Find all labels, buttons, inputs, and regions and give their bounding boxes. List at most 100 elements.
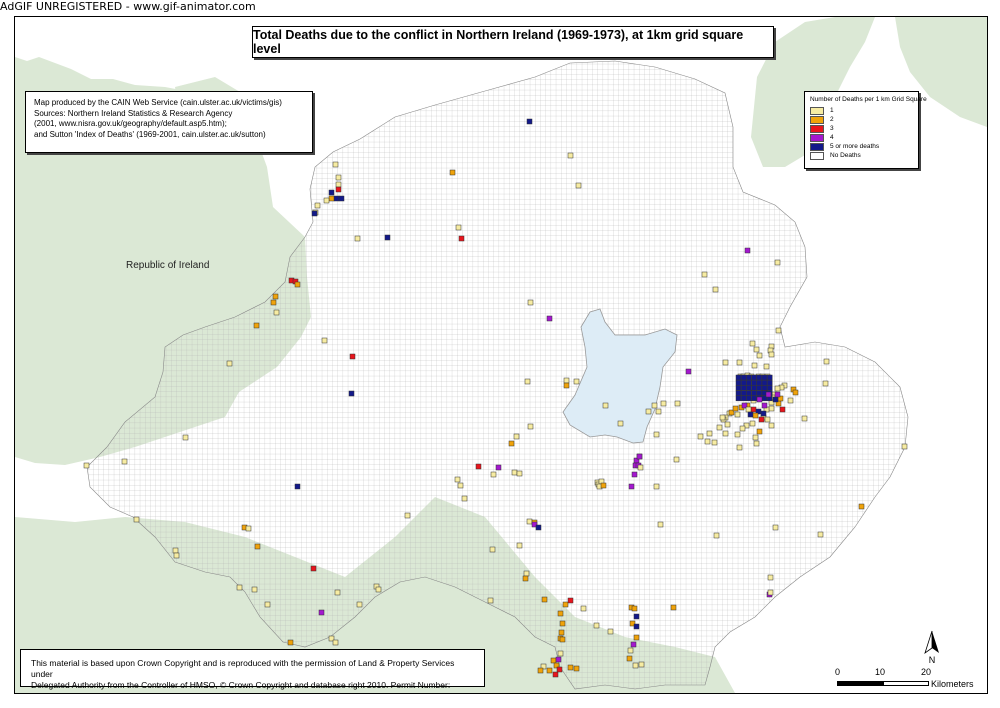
- death-cell: [573, 378, 580, 385]
- death-cell: [712, 286, 719, 293]
- death-cell: [765, 391, 772, 398]
- source-line: Map produced by the CAIN Web Service (ca…: [34, 98, 282, 107]
- death-cell: [334, 589, 341, 596]
- death-cell: [348, 390, 355, 397]
- death-cell: [632, 662, 639, 669]
- death-cell: [774, 391, 781, 398]
- map-legend: Number of Deaths per 1 km Grid Square 1 …: [804, 91, 927, 169]
- death-cell: [751, 374, 757, 381]
- death-cell: [323, 197, 330, 204]
- death-cell: [458, 235, 465, 242]
- death-cell: [751, 390, 757, 396]
- death-cell: [701, 271, 708, 278]
- death-cell: [716, 424, 723, 431]
- death-cell: [513, 433, 520, 440]
- death-cell: [563, 382, 570, 389]
- death-cell: [775, 327, 782, 334]
- death-cell: [651, 402, 658, 409]
- death-cell: [722, 430, 729, 437]
- death-cell: [631, 605, 638, 612]
- death-cell: [328, 635, 335, 642]
- region-label: Republic of Ireland: [126, 260, 210, 271]
- death-cell: [734, 411, 741, 418]
- legend-item: 5 or more deaths: [810, 142, 913, 151]
- death-cell: [752, 434, 759, 441]
- death-cell: [522, 575, 529, 582]
- death-cell: [740, 385, 747, 391]
- death-cell: [328, 195, 335, 202]
- source-note: Map produced by the CAIN Web Service (ca…: [25, 91, 313, 153]
- death-cell: [792, 389, 799, 396]
- death-cell: [638, 661, 645, 668]
- death-cell: [617, 420, 624, 427]
- death-cell: [311, 210, 318, 217]
- map-canvas[interactable]: [15, 17, 987, 693]
- scale-units: Kilometers: [931, 679, 974, 689]
- death-cell: [711, 439, 718, 446]
- death-cell: [753, 346, 760, 353]
- death-cell: [567, 152, 574, 159]
- death-cell: [593, 622, 600, 629]
- death-cell: [774, 385, 781, 392]
- death-cell: [764, 416, 771, 423]
- death-cell: [404, 512, 411, 519]
- death-cell: [740, 379, 747, 386]
- legend-title: Number of Deaths per 1 km Grid Square: [810, 96, 927, 103]
- death-cell: [756, 385, 763, 391]
- death-cell: [524, 378, 531, 385]
- death-cell: [556, 666, 563, 673]
- death-cell: [349, 353, 356, 360]
- death-cell: [747, 411, 754, 418]
- death-cell: [602, 402, 609, 409]
- death-cell: [752, 412, 759, 419]
- death-cell: [749, 420, 756, 427]
- death-cell: [901, 443, 908, 450]
- death-cell: [766, 379, 773, 386]
- death-cell: [627, 647, 634, 654]
- death-cell: [511, 469, 518, 476]
- death-cell: [817, 531, 824, 538]
- death-cell: [734, 431, 741, 438]
- death-cell: [751, 379, 757, 386]
- north-arrow-icon: N: [921, 629, 943, 665]
- death-cell: [768, 351, 775, 358]
- legend-item: 1: [810, 106, 913, 115]
- death-cell: [761, 385, 768, 391]
- death-cell: [740, 395, 747, 402]
- death-cell: [704, 438, 711, 445]
- death-cell: [768, 422, 775, 429]
- death-cell: [226, 360, 233, 367]
- death-cell: [749, 340, 756, 347]
- death-cell: [557, 650, 564, 657]
- death-cell: [333, 195, 340, 202]
- death-cell: [335, 181, 342, 188]
- death-cell: [245, 525, 252, 532]
- death-cell: [236, 584, 243, 591]
- death-cell: [384, 234, 391, 241]
- death-cell: [523, 570, 530, 577]
- death-cell: [751, 395, 757, 402]
- death-cell: [272, 293, 279, 300]
- death-cell: [740, 390, 747, 396]
- death-cell: [760, 410, 767, 417]
- copyright-note: This material is based upon Crown Copyri…: [20, 649, 485, 693]
- death-cell: [746, 390, 752, 396]
- death-cell: [766, 385, 773, 391]
- death-cell: [660, 400, 667, 407]
- death-cell: [318, 609, 325, 616]
- death-cell: [573, 665, 580, 672]
- scale-tick: 10: [875, 667, 886, 677]
- death-cell: [294, 281, 301, 288]
- death-cell: [449, 169, 456, 176]
- death-cell: [251, 586, 258, 593]
- death-cell: [121, 458, 128, 465]
- death-cell: [310, 565, 317, 572]
- death-cell: [628, 483, 635, 490]
- legend-swatch: [810, 133, 824, 142]
- death-cell: [600, 482, 607, 489]
- death-cell: [756, 390, 763, 396]
- death-cell: [287, 639, 294, 646]
- scale-bar: 0 10 20 Kilometers: [835, 667, 985, 692]
- death-cell: [531, 521, 538, 528]
- death-cell: [558, 629, 565, 636]
